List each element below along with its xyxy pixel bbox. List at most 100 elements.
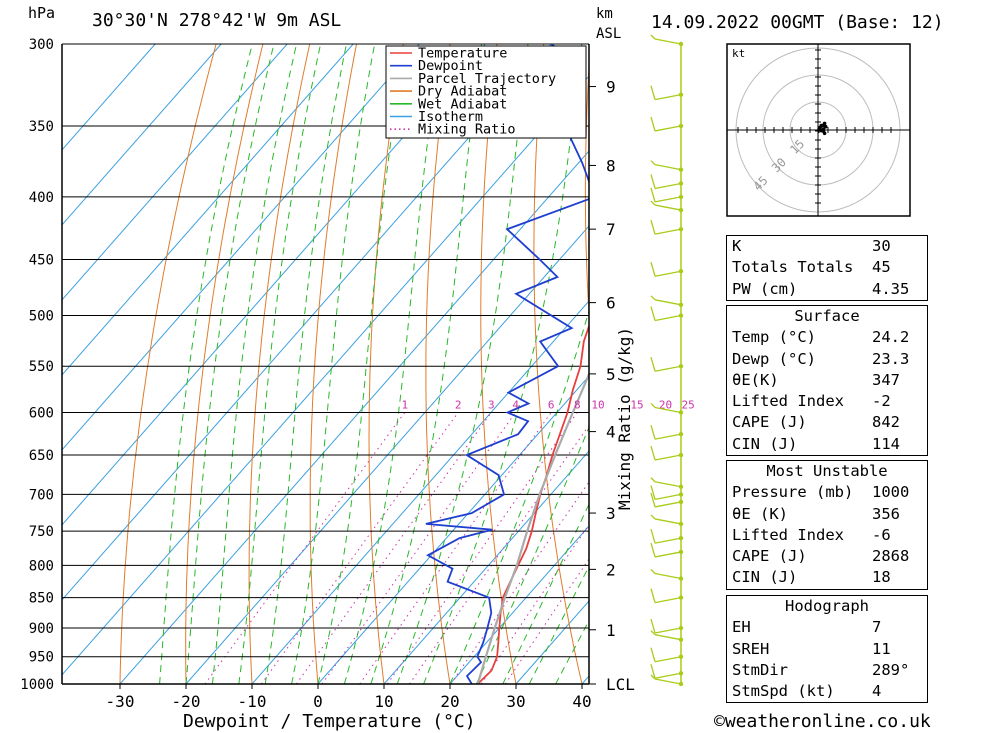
wind-barb-flag [650,85,656,100]
isotherm-line [62,75,589,676]
wind-level-dot [678,194,684,200]
index-row: Lifted Index -6 [732,525,891,544]
wind-barb-flag [650,664,656,679]
pressure-tick-label: 1000 [20,677,54,693]
pressure-tick-label: 950 [29,650,54,666]
km-tick-label: 3 [606,504,616,523]
wind-level-dot [678,671,684,676]
wind-barb [654,551,682,558]
datetime-title: 14.09.2022 00GMT (Base: 12) [651,12,944,33]
wet-adiabat-line [528,565,589,684]
pressure-tick-label: 650 [29,448,54,464]
wet-adiabat-line [343,44,442,684]
index-row: CIN (J) 114 [732,434,900,453]
mixing-ratio-label: 3 [488,398,495,411]
mixing-ratio-label: 2 [455,398,462,411]
wind-barb [654,656,682,663]
temp-tick-label: 30 [506,692,525,711]
wind-barb [654,204,682,211]
wind-barb-flag [650,528,656,544]
wind-barb-flag [650,295,656,301]
wet-adiabat-line [317,44,407,684]
pressure-tick-label: 350 [29,119,54,135]
wind-barb [654,270,682,277]
mixing-ratio-axis-label: Mixing Ratio (g/kg) [615,327,634,510]
mixing-ratio-label: 10 [591,398,604,411]
dry-adiabat-line [533,44,583,684]
wind-barb-flag [650,402,656,408]
index-row: θE(K) 347 [732,370,900,389]
wind-level-dot [678,92,684,97]
wind-level-dot [678,637,684,642]
wind-barb-flag [650,674,656,680]
wind-barb-flag [650,174,656,189]
isotherm-line [62,44,354,376]
wind-level-dot [678,484,684,489]
dry-adiabat-line [965,44,1000,710]
index-row: StmSpd (kt) 4 [732,682,882,701]
isotherm-line [62,44,288,301]
legend-label: Isotherm [418,109,483,125]
wind-barb [654,596,682,604]
km-tick-label: 7 [606,220,616,239]
dry-adiabat-line [119,44,217,684]
wind-barb [654,94,682,101]
isotherm-line [62,44,552,601]
wind-barb [654,125,682,132]
mixing-ratio-line [359,412,552,684]
isotherm-line [119,150,589,684]
wind-barb [654,627,682,634]
index-row: EH 7 [732,618,882,637]
isobars: 300 350 400 450 500 550 600 650 700 750 800 850 900 9… [20,37,589,693]
km-tick-label: 1 [606,621,616,640]
dry-adiabat-line [918,44,1000,710]
isotherm-line [383,450,589,684]
legend-label: Dewpoint [418,58,483,74]
wet-adiabat-line [211,44,298,684]
wind-barb [654,38,682,45]
dewpoint-line [425,44,589,684]
pressure-tick-label: 850 [29,591,54,607]
wind-level-dot [678,452,684,458]
wind-level-dot [678,410,684,415]
index-row: CAPE (J) 2868 [732,547,910,566]
wind-level-dot [678,595,684,600]
wind-barb-flag [650,485,656,500]
dry-adiabat-line [185,44,264,684]
wind-level-dot [678,431,684,437]
pressure-tick-label: 300 [29,37,54,53]
wind-level-dot [678,41,684,47]
pressure-tick-label: 800 [29,558,54,574]
wind-level-dot [678,625,684,631]
index-row: Temp (°C) 24.2 [732,328,910,347]
wind-barb [654,634,682,641]
wind-level-dot [678,226,684,232]
chart-axes: -30 -20 -10 0 10 20 30 40 9 8 7 6 5 4 3 2 1 LCL [61,44,635,711]
wind-barb-flag [650,116,656,132]
legend-label: Temperature [418,46,507,62]
index-row: Dewp (°C) 23.3 [732,349,910,368]
wet-adiabat-line [423,44,583,684]
km-tick-label: 5 [606,365,616,384]
legend-label: Wet Adiabat [418,96,507,112]
wind-level-dot [678,364,684,369]
km-tick-label: 8 [606,156,616,175]
indices-box-general: K 30 Totals Totals 45 PW (cm) 4.35 [726,235,928,301]
dry-adiabat-line [425,44,451,684]
isotherm-line [62,44,222,226]
indices-box-surface: Surface Temp (°C) 24.2 Dewp (°C) 23.3 θE(K… [726,305,928,457]
dry-adiabat-line [584,58,589,323]
pressure-tick-label: 900 [29,621,54,637]
temp-tick-label: -30 [106,692,135,711]
pressure-tick-label: 400 [29,190,54,206]
isotherm-line [62,44,156,151]
wind-barb-flag [650,542,656,558]
temperature-line [477,323,589,684]
wind-level-dot [678,123,684,129]
copyright-link[interactable]: ©weatheronline.co.uk [714,711,931,732]
mixing-ratio-label: 6 [548,398,555,411]
section-title: Hodograph [785,597,869,615]
wind-barb [654,537,682,544]
mixing-ratio-line [260,412,459,684]
